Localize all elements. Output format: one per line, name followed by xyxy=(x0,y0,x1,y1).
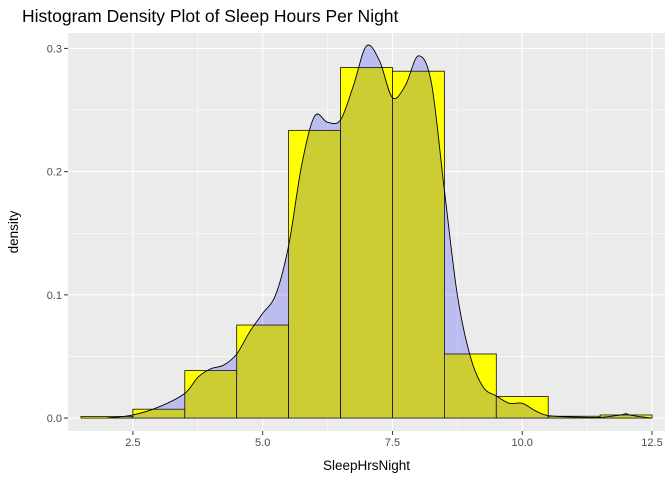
histogram-bars xyxy=(80,67,653,419)
x-tick-label: 7.5 xyxy=(385,437,400,449)
histogram-bar xyxy=(495,396,549,419)
histogram-bar xyxy=(288,129,341,419)
histogram-bar xyxy=(443,353,497,419)
y-tick-label: 0.2 xyxy=(47,167,62,179)
density-curve-group xyxy=(106,44,653,419)
x-axis-title: SleepHrsNight xyxy=(323,458,410,473)
x-axis: 2.5 5.0 7.5 10.0 12.5 xyxy=(125,431,663,449)
y-axis: 0.0 0.1 0.2 0.3 xyxy=(47,43,68,425)
histogram-bar xyxy=(236,324,290,419)
histogram-bar xyxy=(392,70,445,419)
histogram-bar xyxy=(340,67,393,419)
histogram-bar xyxy=(599,414,653,419)
y-tick-label: 0.0 xyxy=(47,413,62,425)
x-tick-label: 2.5 xyxy=(125,437,140,449)
density-line xyxy=(106,44,653,419)
density-area xyxy=(106,45,653,419)
chart-title: Histogram Density Plot of Sleep Hours Pe… xyxy=(22,6,399,26)
x-tick-label: 12.5 xyxy=(641,437,662,449)
y-axis-title: density xyxy=(6,210,21,253)
x-tick-label: 5.0 xyxy=(255,437,270,449)
y-tick-label: 0.3 xyxy=(47,43,62,55)
y-tick-label: 0.1 xyxy=(47,290,62,302)
histogram-bar xyxy=(184,370,238,419)
x-tick-label: 10.0 xyxy=(512,437,533,449)
